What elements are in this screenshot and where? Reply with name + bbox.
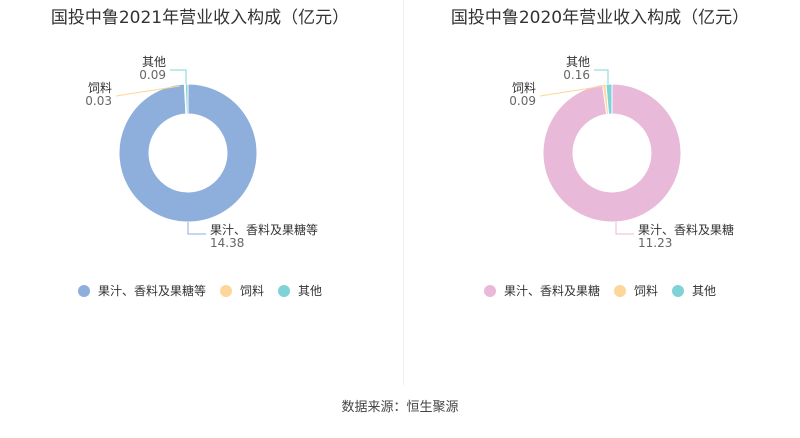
legend-item[interactable]: 饲料 (613, 282, 658, 299)
slice-label: 其他 (142, 55, 166, 69)
label-leader-line (187, 222, 206, 235)
legend-label: 饲料 (239, 284, 264, 298)
slice-label: 其他 (566, 55, 590, 69)
divider (403, 0, 404, 385)
donut-slice[interactable] (605, 83, 613, 115)
legend-item[interactable]: 其他 (278, 282, 322, 299)
legend-label: 其他 (692, 284, 717, 298)
slice-value: 0.16 (563, 68, 590, 82)
legend-2021: 果汁、香料及果糖等 饲料 其他 (0, 282, 400, 299)
slice-label: 饲料 (88, 81, 112, 95)
legend-dot (219, 284, 232, 297)
chart-title-2020: 国投中鲁2020年营业收入构成（亿元） (450, 8, 750, 28)
slice-value: 14.38 (210, 236, 244, 250)
legend-item[interactable]: 饲料 (219, 282, 264, 299)
slice-value: 0.09 (139, 68, 166, 82)
legend-dot (672, 284, 684, 297)
slice-value: 0.03 (85, 94, 112, 108)
legend-label: 饲料 (633, 284, 658, 298)
donut-slice[interactable] (118, 83, 258, 223)
slice-label: 果汁、香料及果糖等 (210, 222, 318, 237)
label-leader-line (539, 85, 605, 97)
legend-2020: 果汁、香料及果糖 饲料 其他 (400, 282, 800, 299)
legend-dot (613, 284, 626, 297)
source-footer: 数据来源：恒生聚源 (341, 400, 459, 415)
chart-title-2021: 国投中鲁2021年营业收入构成（亿元） (50, 8, 350, 28)
slice-label: 饲料 (512, 81, 536, 95)
legend-item[interactable]: 果汁、香料及果糖 (483, 282, 600, 299)
legend-dot (77, 284, 90, 297)
legend-item[interactable]: 其他 (672, 282, 716, 299)
legend-label: 果汁、香料及果糖等 (97, 284, 206, 298)
legend-label: 其他 (298, 284, 323, 298)
slice-value: 0.09 (509, 94, 536, 108)
legend-dot (483, 284, 496, 297)
donut-slice[interactable] (542, 83, 682, 223)
slice-label: 果汁、香料及果糖 (638, 222, 734, 237)
legend-dot (278, 284, 290, 297)
legend-item[interactable]: 果汁、香料及果糖等 (77, 282, 206, 299)
label-leader-line (170, 69, 187, 84)
label-leader-line (594, 69, 609, 84)
label-leader-line (615, 222, 634, 235)
label-leader-line (115, 85, 181, 97)
legend-label: 果汁、香料及果糖 (503, 284, 600, 298)
donut-slice[interactable] (184, 83, 189, 115)
slice-value: 11.23 (638, 236, 672, 250)
